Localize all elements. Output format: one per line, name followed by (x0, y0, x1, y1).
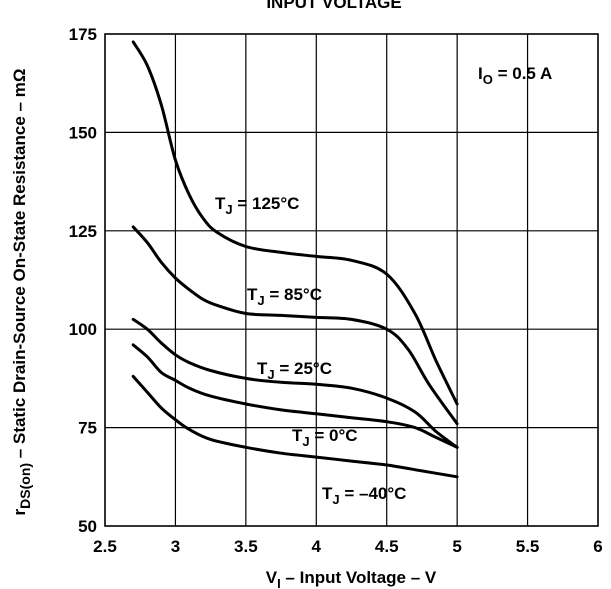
x-tick-label: 3 (171, 537, 180, 556)
x-tick-label: 5.5 (516, 537, 540, 556)
series-label-25c: TJ = 25°C (257, 359, 332, 382)
condition-label: IO = 0.5 A (478, 64, 552, 87)
series-label-minus40c: TJ = –40°C (322, 484, 406, 507)
chart-title: INPUT VOLTAGE (266, 0, 401, 12)
x-tick-labels: 2.5 3 3.5 4 4.5 5 5.5 6 (93, 537, 603, 556)
y-tick-label: 125 (69, 222, 97, 241)
y-tick-label: 50 (78, 517, 97, 536)
y-tick-labels: 50 75 100 125 150 175 (69, 25, 97, 536)
x-tick-label: 2.5 (93, 537, 117, 556)
curve-minus40c (131, 374, 459, 479)
plot-frame (104, 33, 599, 527)
y-tick-label: 175 (69, 25, 97, 44)
curve-0c (131, 343, 459, 449)
y-tick-label: 100 (69, 320, 97, 339)
y-tick-label: 150 (69, 123, 97, 142)
series-label-0c: TJ = 0°C (292, 426, 358, 449)
curve-85c (131, 225, 459, 426)
y-tick-label: 75 (78, 419, 97, 438)
series-label-125c: TJ = 125°C (215, 194, 299, 217)
series-lines (131, 40, 459, 479)
curve-125c (131, 40, 459, 406)
x-tick-label: 4.5 (375, 537, 399, 556)
curve-25c (131, 317, 459, 449)
series-label-85c: TJ = 85°C (247, 285, 322, 308)
x-tick-label: 5 (452, 537, 461, 556)
x-tick-label: 3.5 (234, 537, 258, 556)
x-axis-title: VI – Input Voltage – V (266, 568, 437, 589)
x-tick-label: 4 (312, 537, 322, 556)
x-tick-label: 6 (593, 537, 602, 556)
y-axis-title: rDS(on) – Static Drain-Source On-State R… (10, 69, 33, 516)
